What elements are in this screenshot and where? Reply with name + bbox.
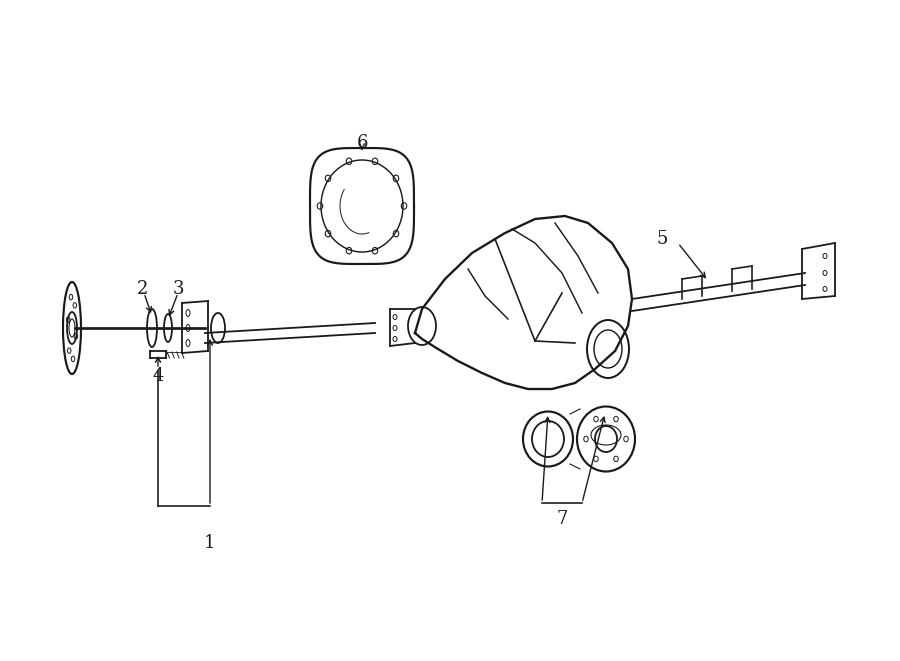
Text: 2: 2 xyxy=(136,280,148,298)
Text: 4: 4 xyxy=(152,367,164,385)
Text: 5: 5 xyxy=(656,230,668,248)
Text: 7: 7 xyxy=(556,510,568,528)
Text: 6: 6 xyxy=(356,134,368,152)
Text: 3: 3 xyxy=(172,280,184,298)
Text: 1: 1 xyxy=(204,534,216,552)
